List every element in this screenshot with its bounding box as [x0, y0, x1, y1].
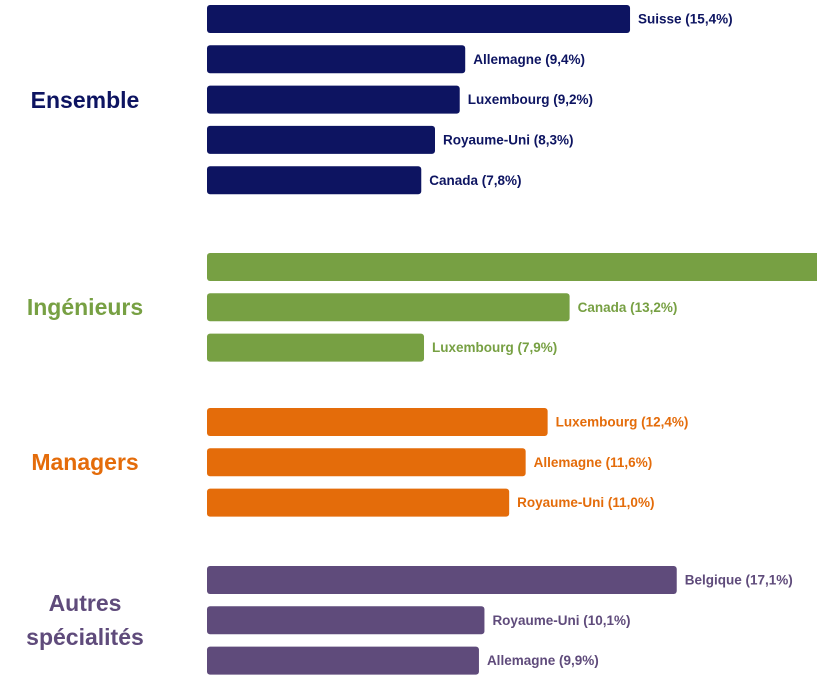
bar: [207, 408, 548, 436]
group-label: Autres spécialités: [26, 590, 144, 651]
bar-label: Allemagne (9,4%): [473, 52, 585, 67]
bar-label: Royaume-Uni (8,3%): [443, 132, 574, 147]
bar: [207, 5, 631, 33]
bar: [207, 333, 425, 362]
bar: [207, 125, 436, 154]
bar-label: Canada (13,2%): [578, 300, 678, 315]
bar-label: Allemagne (9,9%): [487, 653, 599, 668]
bar-label: Luxembourg (12,4%): [556, 415, 689, 430]
bar-label: Royaume-Uni (10,1%): [492, 613, 630, 628]
group-label: Managers: [31, 449, 139, 476]
group-label: Ingénieurs: [26, 294, 144, 321]
group-label: Ensemble: [30, 86, 140, 113]
bar-label: Suisse (15,4%): [638, 12, 733, 27]
bar-label: Royaume-Uni (11,0%): [517, 495, 654, 510]
bar: [207, 45, 466, 74]
bar: [207, 166, 422, 195]
bar: [207, 448, 526, 477]
bar-label: Luxembourg (7,9%): [432, 340, 557, 355]
bar-label: Belgique (17,1%): [685, 573, 793, 588]
bar: [207, 488, 510, 517]
bar-label: Canada (7,8%): [429, 173, 521, 188]
bar: [207, 253, 817, 281]
bar: [207, 646, 479, 675]
bar: [207, 566, 677, 594]
bar-label: Luxembourg (9,2%): [468, 92, 593, 107]
bar-label: Allemagne (11,6%): [534, 455, 653, 470]
bar: [207, 606, 485, 635]
bar: [207, 293, 570, 322]
bar: [207, 85, 460, 114]
